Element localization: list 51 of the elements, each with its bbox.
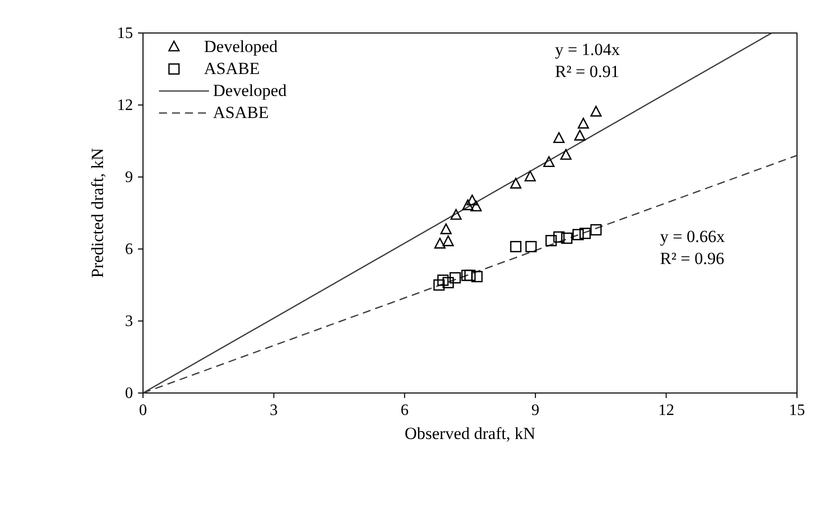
point: [450, 209, 462, 220]
annotation: y = 1.04x: [555, 40, 620, 59]
legend-label: ASABE: [213, 103, 269, 122]
point: [524, 170, 536, 182]
point: [560, 149, 572, 160]
point: [579, 228, 591, 240]
point: [543, 156, 555, 167]
x-tick-label: 6: [400, 402, 409, 419]
point: [590, 106, 602, 117]
legend-label: Developed: [204, 37, 278, 56]
x-tick-label: 3: [270, 402, 278, 419]
y-tick-label: 0: [125, 385, 133, 402]
point: [574, 130, 586, 141]
point: [437, 274, 449, 286]
point: [471, 270, 483, 282]
x-tick-label: 0: [139, 402, 147, 419]
annotation: y = 0.66x: [660, 227, 726, 246]
point: [433, 279, 445, 291]
y-tick-label: 3: [125, 313, 133, 330]
y-tick-label: 15: [117, 25, 133, 42]
point: [470, 200, 482, 212]
y-tick-label: 9: [125, 169, 133, 186]
point: [464, 270, 476, 282]
x-tick-label: 9: [531, 402, 540, 419]
point: [510, 240, 522, 252]
point: [466, 194, 478, 206]
point: [462, 199, 474, 210]
x-axis-title: Observed draft, kN: [404, 424, 536, 443]
x-tick-label: 12: [658, 402, 674, 419]
point: [442, 276, 454, 288]
point: [525, 240, 537, 252]
point: [561, 232, 572, 244]
point: [590, 224, 602, 236]
point: [510, 178, 522, 189]
point: [578, 118, 590, 129]
point: [440, 223, 452, 234]
legend-label: Developed: [213, 81, 288, 100]
y-tick-label: 6: [125, 241, 133, 258]
annotation: R² = 0.96: [660, 249, 724, 268]
annotation: R² = 0.91: [555, 62, 620, 81]
point: [553, 132, 565, 143]
point: [442, 235, 454, 246]
x-tick-label: 15: [789, 402, 805, 419]
point: [434, 238, 446, 249]
point: [572, 228, 584, 240]
y-axis-title: Predicted draft, kN: [88, 148, 107, 278]
legend-label: ASABE: [204, 59, 260, 78]
point: [450, 272, 461, 284]
point: [553, 231, 565, 243]
point: [545, 234, 557, 246]
y-tick-label: 12: [117, 97, 133, 114]
